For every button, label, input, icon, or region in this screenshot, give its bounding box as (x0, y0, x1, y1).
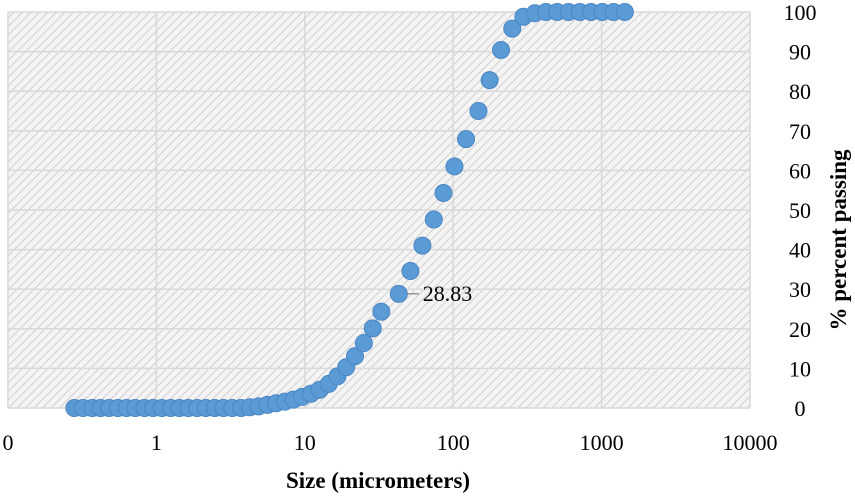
y-tick-label: 20 (789, 317, 811, 342)
data-point (354, 334, 373, 353)
y-axis-ticks: 0 10 20 30 40 50 60 70 80 90 100 (784, 0, 817, 421)
data-markers (65, 3, 634, 417)
data-point (492, 41, 511, 60)
x-axis-title: Size (micrometers) (286, 468, 470, 493)
annotations: 28.83 (406, 281, 473, 306)
data-point (469, 102, 488, 120)
x-tick-label: 10000 (723, 430, 778, 455)
x-tick-label: 100 (437, 430, 470, 455)
data-point (389, 284, 408, 303)
x-tick-label: 1000 (580, 430, 624, 455)
data-point (372, 302, 391, 321)
y-tick-label: 30 (789, 277, 811, 302)
y-axis-title: % percent passing (826, 149, 851, 331)
y-tick-label: 0 (795, 396, 806, 421)
data-label: 28.83 (423, 281, 473, 306)
x-tick-label: 0 (3, 430, 14, 455)
y-tick-label: 80 (789, 79, 811, 104)
x-tick-label: 10 (294, 430, 316, 455)
data-point (480, 71, 499, 90)
data-point (363, 319, 382, 338)
y-tick-label: 90 (789, 40, 811, 65)
data-point (434, 183, 453, 202)
data-point (445, 157, 464, 176)
data-point (424, 210, 443, 229)
data-point (401, 261, 420, 280)
y-tick-label: 40 (789, 238, 811, 263)
x-tick-label: 1 (151, 430, 162, 455)
y-tick-label: 70 (789, 119, 811, 144)
y-tick-label: 100 (784, 0, 817, 25)
data-point (346, 347, 365, 366)
data-point (413, 236, 432, 255)
data-point (457, 130, 476, 149)
y-tick-label: 50 (789, 198, 811, 223)
y-tick-label: 60 (789, 158, 811, 183)
x-axis-ticks: 0 1 10 100 1000 10000 (3, 430, 778, 455)
data-point (615, 3, 634, 21)
y-tick-label: 10 (789, 356, 811, 381)
data-point (503, 19, 522, 38)
